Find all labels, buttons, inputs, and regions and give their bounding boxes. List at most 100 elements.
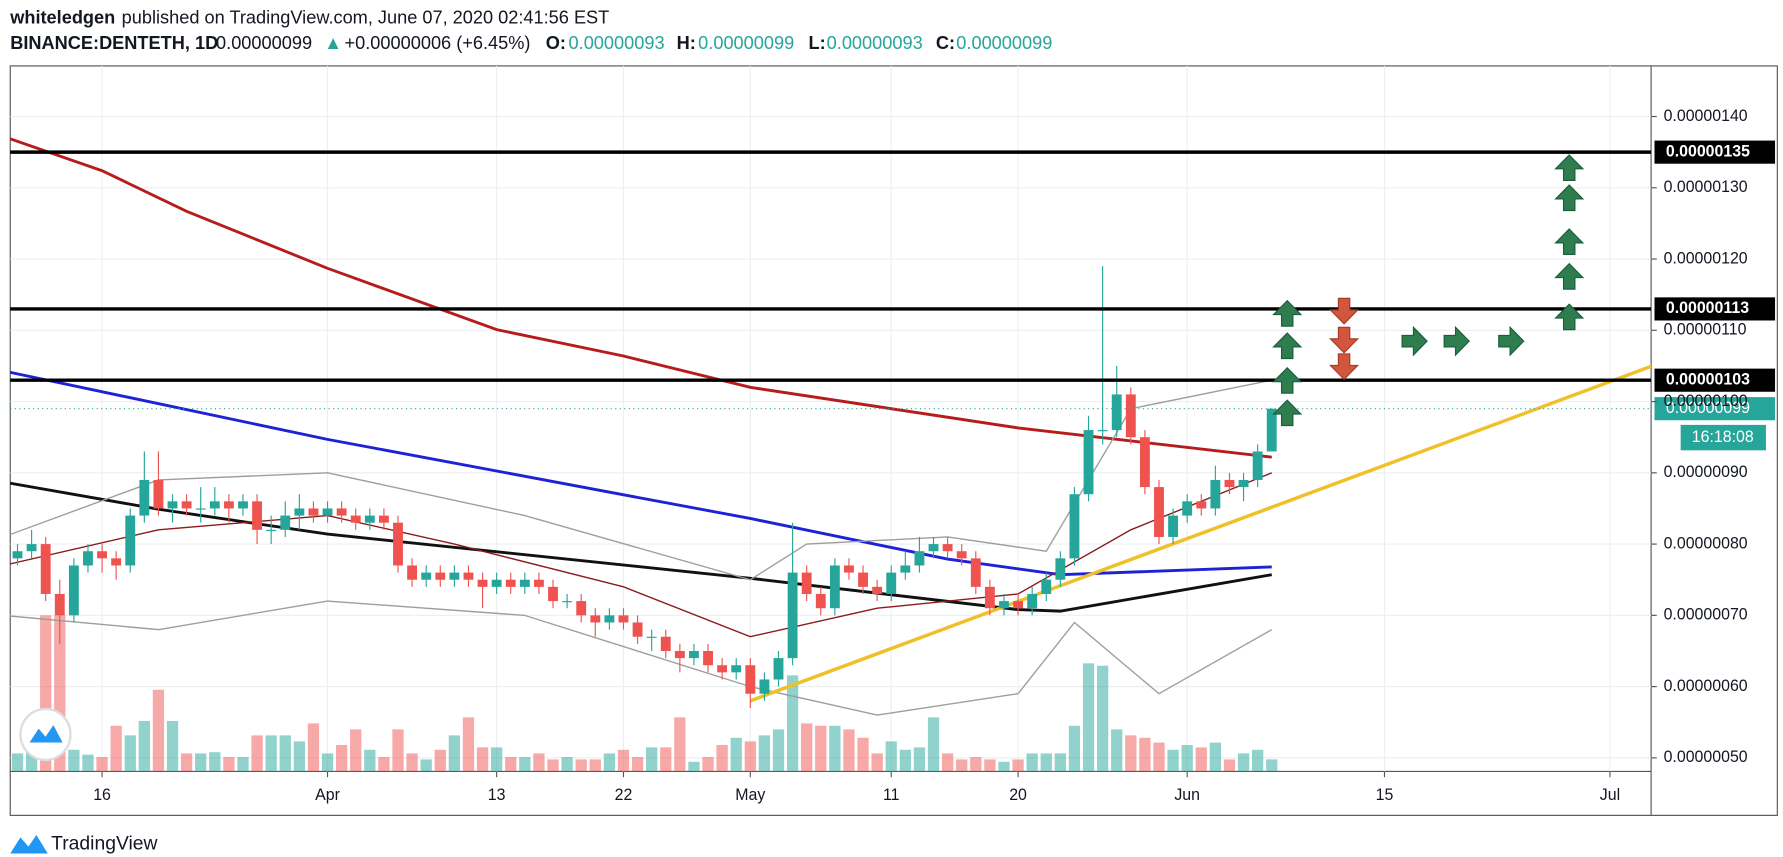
- volume-bar: [195, 753, 207, 772]
- candle-body: [928, 544, 939, 552]
- volume-bar: [871, 753, 883, 772]
- volume-bar: [350, 729, 362, 772]
- volume-bar: [321, 753, 334, 772]
- volume-bar: [1054, 753, 1066, 772]
- volume-bar: [335, 744, 348, 772]
- volume-bar: [96, 757, 108, 772]
- level-label-box: [1654, 297, 1776, 321]
- low-label: L:: [808, 32, 825, 53]
- footer-logo: [10, 835, 48, 854]
- candle-body: [26, 544, 37, 552]
- volume-bar: [406, 753, 418, 772]
- candle-body: [1083, 430, 1094, 495]
- candle-body: [773, 658, 784, 680]
- candle-body: [984, 586, 995, 609]
- candle-body: [139, 479, 150, 516]
- candle-body: [266, 529, 277, 531]
- volume-bar: [899, 749, 911, 772]
- candle-body: [956, 551, 967, 559]
- volume-bar: [533, 753, 545, 772]
- volume-bar: [730, 737, 742, 772]
- candle-body: [787, 572, 798, 659]
- x-tick-label: 16: [93, 786, 111, 804]
- candle-body: [1182, 501, 1193, 516]
- volume-bar: [152, 689, 165, 772]
- change-arrow: ▲: [324, 32, 342, 53]
- volume-bar: [561, 757, 573, 772]
- candle-body: [590, 615, 601, 623]
- volume-bar: [815, 725, 827, 772]
- low-value: 0.00000093: [827, 32, 923, 53]
- candle-body: [745, 665, 756, 694]
- candle-body: [872, 586, 883, 594]
- volume-bar: [956, 759, 968, 772]
- volume-bar: [758, 735, 771, 772]
- overlay-line: [749, 364, 1652, 703]
- watermark-logo: [19, 707, 72, 762]
- last-price-label: 0.00000099: [1666, 399, 1750, 417]
- volume-bar: [223, 757, 235, 772]
- last-price-box: [1654, 397, 1776, 421]
- volume-bar: [180, 753, 193, 772]
- candle-body: [1196, 501, 1207, 509]
- volume-bar: [82, 754, 94, 772]
- x-tick-label: May: [735, 786, 765, 804]
- candle-body: [1097, 430, 1108, 432]
- y-tick-label: 0.00000050: [1664, 748, 1748, 766]
- candle-body: [844, 565, 854, 573]
- y-tick-label: 0.00000110: [1664, 320, 1747, 338]
- candle-body: [759, 679, 770, 694]
- candle-body: [97, 551, 107, 559]
- volume-bar: [54, 615, 66, 772]
- candle-body: [674, 650, 685, 659]
- candle-body: [858, 572, 868, 587]
- volume-bar: [927, 717, 940, 772]
- candle-body: [576, 601, 587, 616]
- volume-bar: [829, 725, 841, 772]
- candle-body: [703, 650, 713, 666]
- candle-body: [223, 501, 234, 509]
- volume-bar: [279, 735, 291, 772]
- y-tick-label: 0.00000080: [1664, 534, 1748, 552]
- volume-bar: [1223, 759, 1236, 772]
- volume-bar: [1125, 735, 1137, 772]
- volume-bar: [688, 761, 700, 772]
- candle-body: [350, 515, 361, 523]
- candle-body: [252, 501, 263, 530]
- candle-body: [519, 579, 530, 587]
- candle-body: [1027, 593, 1038, 609]
- candle-body: [970, 558, 981, 587]
- close-label: C:: [936, 32, 955, 53]
- volume-bar: [1195, 747, 1207, 772]
- overlay-line: [10, 137, 1272, 459]
- candle-body: [1125, 394, 1136, 438]
- volume-bar: [505, 757, 517, 772]
- candle-body: [393, 522, 403, 566]
- volume-bar: [434, 749, 446, 772]
- candle-body: [505, 579, 516, 587]
- level-label: 0.00000135: [1666, 142, 1750, 160]
- candle-body: [125, 515, 136, 566]
- candle-body: [829, 565, 840, 609]
- volume-bar: [11, 753, 24, 772]
- candle-body: [336, 508, 347, 516]
- symbol: BINANCE:DENTETH, 1D: [10, 32, 218, 53]
- candle-body: [1252, 451, 1263, 480]
- candle-body: [1139, 437, 1150, 488]
- candle-body: [646, 636, 657, 638]
- level-label: 0.00000113: [1666, 299, 1749, 317]
- volume-bar: [265, 735, 277, 772]
- volume-bar: [913, 747, 926, 772]
- candle-body: [280, 515, 291, 530]
- candle-body: [12, 551, 23, 559]
- level-label-box: [1654, 140, 1776, 164]
- volume-bar: [1237, 753, 1250, 772]
- x-tick-label: 13: [488, 786, 506, 804]
- volume-bar: [1209, 742, 1222, 772]
- candle-body: [604, 615, 615, 623]
- open-value: 0.00000093: [569, 32, 665, 53]
- volume-bar: [702, 757, 714, 772]
- volume-bar: [392, 729, 404, 772]
- last-price: 0.00000099: [216, 32, 312, 53]
- volume-bar: [293, 741, 305, 772]
